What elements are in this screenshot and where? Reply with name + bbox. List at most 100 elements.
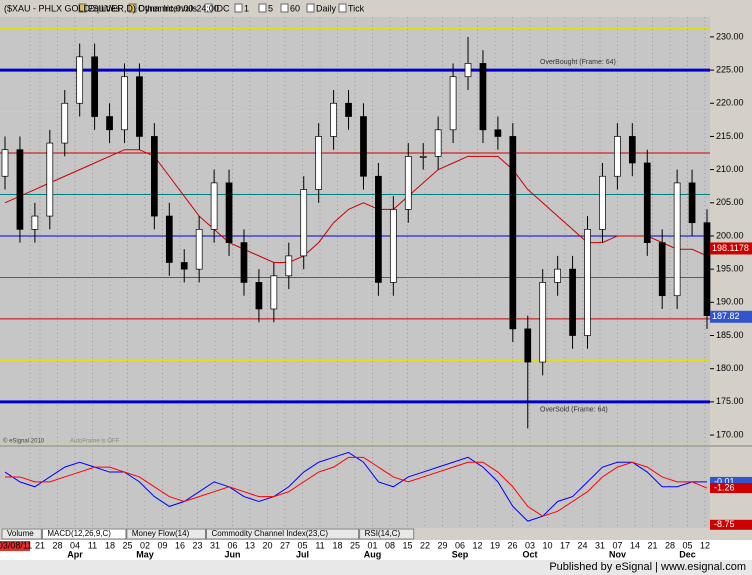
x-tick-label: 06 [227,540,237,550]
x-tick-label: 18 [105,540,115,550]
toolbar-icon[interactable] [204,3,213,13]
month-label: Jun [224,549,240,559]
tab-label[interactable]: Volume [7,529,34,538]
y-tick-label: 225.00 [716,64,744,74]
x-tick-label: 01 [367,540,377,550]
x-tick-label: 11 [88,540,97,550]
value-tag [710,483,752,494]
macd-line [5,456,708,517]
copyright: © eSignal 2010 [3,438,45,445]
y-tick-label: 205.00 [716,197,744,207]
month-label: Aug [364,549,382,559]
candle-body [315,136,323,190]
x-tick-label: 12 [700,540,710,550]
autoframe-note: AutoFrame is OFF [70,439,120,445]
tab-label[interactable]: Money Flow(14) [132,529,190,538]
toolbar-item[interactable]: 1 [244,3,249,13]
candle-body [76,56,84,104]
price-tag [710,310,752,323]
level-annotation: OverBought (Frame: 64) [540,59,616,66]
y-tick-label: 175.00 [716,396,744,406]
y-tick-label: 210.00 [716,164,744,174]
candle-body [16,149,24,230]
toolbar-item[interactable]: Other Intervals [138,3,198,13]
candle-body [688,182,696,224]
month-label: Jul [296,549,309,559]
x-tick-label: 05 [682,540,692,550]
y-tick-label: 185.00 [716,330,744,340]
candle-body [61,102,69,144]
tab-label[interactable]: MACD(12,26,9,C) [47,529,111,538]
candle-body [180,262,188,270]
toolbar-item[interactable]: 60 [290,3,300,13]
price-axis [710,17,752,540]
toolbar-item[interactable]: IDC [214,3,230,13]
tab[interactable] [206,528,360,540]
toolbar-icon[interactable] [306,3,315,13]
toolbar-icon[interactable] [258,3,267,13]
toolbar-item[interactable]: Daily [316,3,337,13]
price-tag-label: 187.82 [712,311,740,321]
candle-body [165,215,173,263]
candle-body [240,242,248,283]
candle-body [494,129,502,137]
candle-body [643,162,651,243]
candle-body [554,268,561,283]
tab[interactable] [1,528,42,540]
candle-body [375,175,382,283]
x-tick-label: 23 [192,540,202,550]
x-tick-label: 18 [332,540,342,550]
tab-label[interactable]: Commodity Channel Index(23,C) [212,529,329,538]
candle-body [569,268,576,336]
toolbar-icon[interactable] [78,3,87,13]
candle-body [673,182,681,297]
toolbar-item[interactable]: 5 [268,3,273,13]
candle-body [255,282,263,310]
x-tick-label: 24 [577,540,587,550]
x-tick-label: 14 [630,540,640,550]
tab[interactable] [359,528,415,540]
toolbar-icon[interactable] [128,3,137,13]
x-tick-label: 03/08/11 [0,540,32,550]
macd-panel [0,447,710,528]
y-tick-label: 215.00 [716,131,744,141]
tab[interactable] [41,528,127,540]
candle-body [151,136,158,217]
candle-body [479,63,487,131]
candle-body [300,189,308,257]
month-label: Dec [679,549,696,559]
x-tick-label: 16 [175,540,185,550]
toolbar [0,0,752,17]
price-tag-label: 198.1178 [712,243,749,253]
candle-body [106,116,113,131]
x-tick-label: 07 [612,540,622,550]
candle-body [46,142,54,217]
x-tick-label: 15 [402,540,412,550]
toolbar-item[interactable]: Equities [88,3,121,13]
candle-body [225,182,233,243]
candle-body [270,275,278,310]
toolbar-item[interactable]: Tick [348,3,365,13]
toolbar-icon[interactable] [338,3,347,13]
x-tick-label: 28 [665,540,675,550]
candle-body [31,215,39,230]
candle-body [330,102,337,137]
x-tick-label: 04 [70,540,80,550]
toolbar-icon[interactable] [280,3,289,13]
toolbar-icon[interactable] [234,3,243,13]
candle-body [449,76,457,131]
x-tick-label: 13 [245,540,255,550]
footer: Published by eSignal | www.esignal.com [549,561,746,573]
candle-body [419,155,427,158]
tab-label[interactable]: RSI(14,C) [365,529,401,538]
y-tick-label: 200.00 [716,230,744,240]
y-tick-label: 230.00 [716,31,744,41]
x-tick-label: 11 [315,540,324,550]
candle-body [628,136,636,164]
tab[interactable] [126,528,206,540]
candle-body [210,182,218,230]
value-tag-label: -1.26 [714,482,735,492]
candle-body [524,328,532,363]
x-tick-label: 25 [350,540,360,550]
